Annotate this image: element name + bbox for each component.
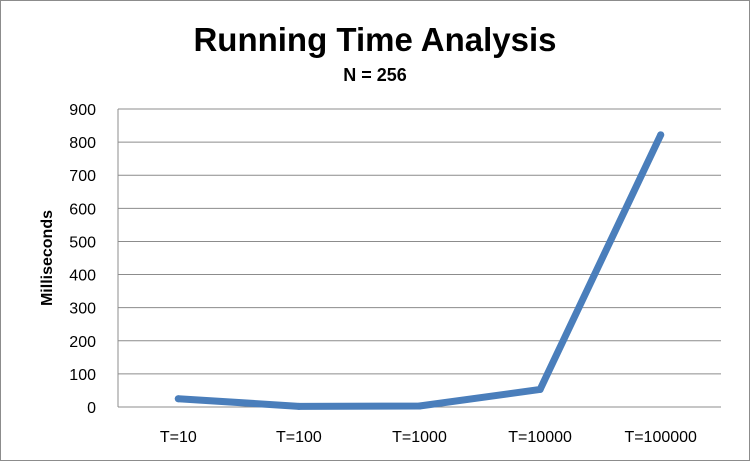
y-tick-label: 800	[69, 135, 96, 152]
y-tick-label: 900	[69, 102, 96, 119]
chart-title: Running Time Analysis	[193, 21, 557, 58]
x-tick-label: T=1000	[392, 429, 447, 446]
data-point	[416, 402, 423, 410]
y-tick-label: 0	[87, 400, 96, 417]
x-tick-label: T=100000	[624, 429, 697, 446]
y-tick-label: 400	[69, 268, 96, 285]
chart-subtitle: N = 256	[343, 65, 407, 85]
series-group	[174, 131, 665, 410]
x-tick-label: T=100	[276, 429, 322, 446]
x-tick-labels: T=10 T=100 T=1000 T=10000 T=100000	[160, 429, 697, 446]
y-tick-labels: 0 100 200 300 400 500 600 700 800 900	[69, 102, 96, 417]
y-axis-label: Milliseconds	[39, 210, 56, 306]
x-tick-label: T=10	[160, 429, 197, 446]
y-tick-label: 200	[69, 334, 96, 351]
y-tick-label: 300	[69, 301, 96, 318]
y-tick-label: 700	[69, 168, 96, 185]
data-point	[174, 395, 182, 403]
data-point	[536, 385, 544, 393]
gridlines	[117, 108, 721, 408]
data-point	[295, 402, 303, 410]
y-tick-label: 600	[69, 201, 96, 218]
x-tick-label: T=10000	[508, 429, 572, 446]
y-tick-label: 500	[69, 234, 96, 251]
data-point	[657, 131, 665, 139]
y-tick-label: 100	[69, 367, 96, 384]
